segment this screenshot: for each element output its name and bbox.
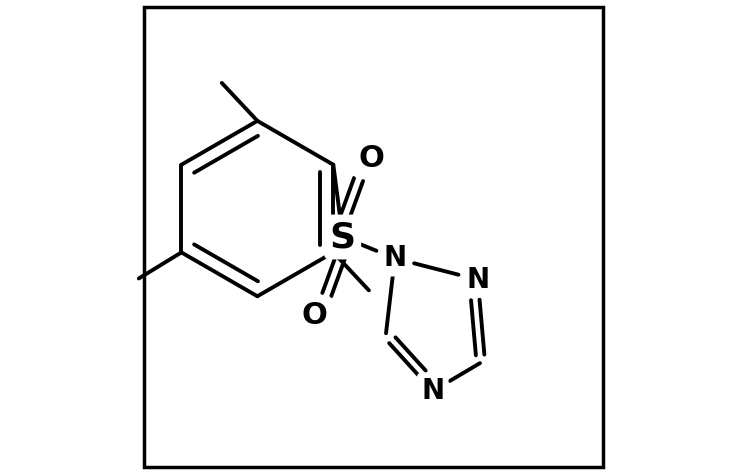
- Text: N: N: [466, 265, 489, 294]
- Text: S: S: [329, 220, 356, 254]
- Text: O: O: [301, 301, 327, 330]
- Text: N: N: [421, 377, 444, 405]
- Text: N: N: [383, 244, 406, 273]
- Text: O: O: [359, 144, 384, 173]
